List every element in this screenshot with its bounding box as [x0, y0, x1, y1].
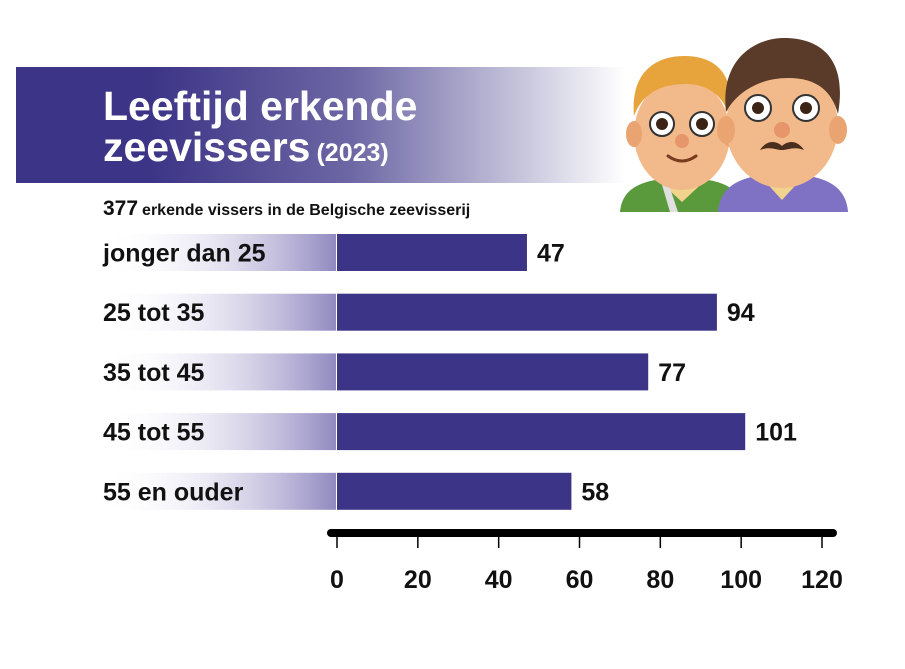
category-label: 45 tot 55: [103, 419, 205, 447]
bar: [337, 293, 717, 331]
chart-subtitle: 377 erkende vissers in de Belgische zeevi…: [103, 197, 470, 221]
x-tick-label: 40: [485, 566, 513, 594]
x-tick-label: 60: [566, 566, 594, 594]
value-label: 58: [581, 478, 609, 506]
value-labels: 47 94 77 101 58: [537, 240, 797, 507]
category-labels: jonger dan 25 25 tot 35 35 tot 45 45 tot 55…: [102, 240, 266, 507]
category-label: 55 en ouder: [103, 478, 244, 506]
chart-title-word: zeevissers: [103, 124, 311, 170]
chart-title-year: (2023): [316, 139, 389, 167]
title-band: [16, 67, 626, 183]
value-label: 94: [727, 299, 755, 327]
category-label-band: [103, 413, 336, 451]
bar: [337, 413, 746, 451]
subtitle-text: erkende vissers in de Belgische zeevisse…: [142, 202, 471, 219]
bar: [337, 353, 649, 391]
x-tick-label: 120: [801, 566, 843, 594]
category-label-bands: [103, 234, 336, 510]
fishermen-illustration: [620, 38, 848, 212]
older-fisherman-icon: [717, 38, 848, 212]
category-label: 35 tot 45: [103, 359, 205, 387]
bar: [337, 472, 572, 510]
value-label: 77: [658, 359, 686, 387]
x-tick-label: 80: [646, 566, 674, 594]
chart-title-line-2: zeevissers (2023): [103, 125, 389, 175]
bar: [337, 234, 527, 271]
x-tick-label: 100: [720, 566, 762, 594]
category-label: 25 tot 35: [103, 299, 205, 327]
chart-title-line-1: Leeftijd erkende: [103, 83, 418, 129]
x-tick-label: 20: [404, 566, 432, 594]
category-label-band: [103, 293, 336, 331]
bars: [337, 234, 746, 510]
category-label-band: [103, 472, 336, 510]
x-axis: 0 20 40 60 80 100 120: [327, 529, 843, 594]
category-label-band: [103, 353, 336, 391]
x-tick-label: 0: [330, 566, 344, 594]
value-label: 47: [537, 240, 565, 268]
category-label-band: [103, 234, 336, 271]
category-label: jonger dan 25: [102, 240, 266, 268]
value-label: 101: [755, 419, 797, 447]
total-count: 377: [103, 197, 139, 220]
